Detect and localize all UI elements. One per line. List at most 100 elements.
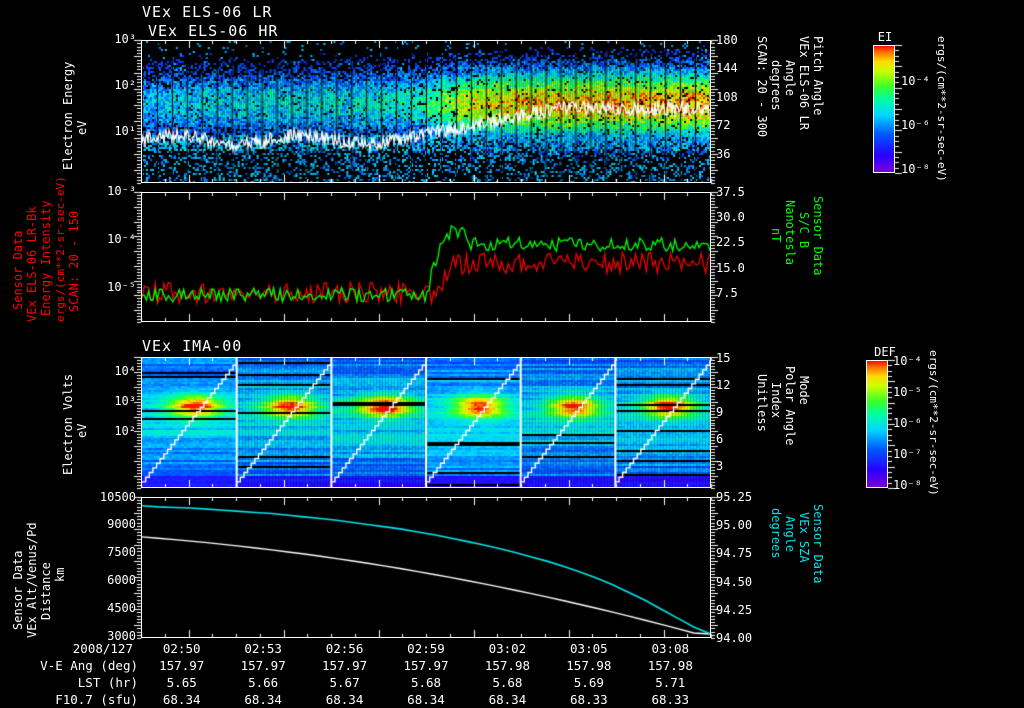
colorbar1-tick-1: 10⁻⁶	[901, 118, 930, 132]
panel4-left-axis-title-2: VEx Alt/Venus/Pd	[25, 522, 39, 638]
panel1-left-axis-title-1: Electron Energy	[61, 61, 75, 170]
panel2-ytick-2: 10⁻⁵	[107, 280, 136, 294]
time-axis-cell-2-0: 5.65	[166, 675, 197, 690]
panel1-right-axis-title-1: Pitch Angle	[811, 36, 825, 116]
panel-energy-magnetic-frame	[141, 192, 711, 322]
colorbar1-label: EI	[877, 30, 893, 44]
panel4-rtick-3: 94.50	[716, 575, 753, 589]
panel1-rtick-3: 72	[716, 118, 731, 132]
colorbar2-tick-1: 10⁻⁵	[893, 385, 922, 399]
time-axis-cell-1-3: 157.97	[403, 658, 449, 673]
panel3-right-axis-title-3: Index	[769, 382, 783, 419]
panel4-right-axis-title-2: VEx SZA	[797, 512, 811, 563]
time-axis-cell-2-4: 5.68	[492, 675, 523, 690]
time-axis-cell-2-5: 5.69	[573, 675, 604, 690]
panel4-rtick-1: 95.00	[716, 518, 753, 532]
panel4-ytick-1: 9000	[107, 517, 136, 531]
ima-spectrogram-canvas	[142, 358, 710, 487]
panel3-ytick-1: 10³	[114, 394, 136, 408]
panel2-right-axis-title-1: Sensor Data	[811, 196, 825, 276]
colorbar1-gradient	[874, 46, 894, 172]
panel1-ytick-1: 10²	[114, 78, 136, 92]
colorbar1	[873, 45, 895, 173]
panel3-rtick-2: 9	[716, 405, 724, 419]
time-axis-cell-0-0: 02:50	[162, 641, 201, 656]
panel-altitude-sza-frame	[141, 497, 711, 638]
colorbar1-tick-0: 10⁻⁴	[901, 74, 930, 88]
time-axis-row-label-3: F10.7 (sfu)	[55, 692, 138, 707]
panel2-rtick-2: 22.5	[716, 235, 745, 249]
time-axis-row-label-0: 2008/127	[72, 641, 133, 656]
panel1-title-lr: VEx ELS-06 LR	[142, 3, 273, 21]
panel3-rtick-3: 6	[716, 432, 724, 446]
panel2-rtick-3: 15.0	[716, 261, 745, 275]
panel2-left-axis-title-4: ergs/(cm**2-sr-sec-eV)	[54, 176, 67, 322]
panel4-ytick-0: 10500	[99, 490, 136, 504]
time-axis-cell-1-6: 157.98	[647, 658, 693, 673]
time-axis-row-label-2: LST (hr)	[77, 675, 138, 690]
panel2-rtick-0: 37.5	[716, 185, 745, 199]
colorbar2-gradient	[867, 361, 887, 487]
time-axis-cell-0-3: 02:59	[407, 641, 445, 656]
time-axis-row-label-1: V-E Ang (deg)	[40, 658, 138, 673]
panel4-right-axis-title-3: Angle	[783, 516, 797, 553]
panel4-right-axis-title-1: Sensor Data	[811, 504, 825, 584]
panel4-ytick-4: 4500	[107, 601, 136, 615]
panel3-right-axis-title-1: Mode	[797, 376, 811, 405]
panel2-right-axis-title-3: Nanotesla	[783, 200, 797, 266]
panel1-right-axis-title-3: Angle	[783, 60, 797, 97]
panel4-rtick-5: 94.00	[716, 631, 753, 645]
colorbar2-unit: ergs/(cm**2-sr-sec-eV)	[927, 350, 940, 496]
panel4-left-axis-title-3: Distance	[39, 562, 53, 620]
panel2-ytick-1: 10⁻⁴	[107, 232, 136, 246]
time-axis-cell-1-0: 157.97	[159, 658, 205, 673]
panel3-ytick-2: 10²	[114, 424, 136, 438]
panel2-left-axis-title-1: Sensor Data	[11, 230, 25, 310]
energy-magnetic-canvas	[142, 193, 710, 321]
time-axis-cell-3-4: 68.34	[488, 692, 527, 707]
time-axis-cell-2-3: 5.68	[410, 675, 442, 690]
colorbar2-tick-2: 10⁻⁶	[893, 416, 922, 430]
time-axis-cell-2-2: 5.67	[329, 675, 360, 690]
colorbar1-unit: ergs/(cm**2-sr-sec-eV)	[935, 36, 948, 182]
panel1-right-axis-title-2: VEx ELS-06 LR	[797, 36, 811, 130]
time-axis-cell-1-2: 157.97	[321, 658, 368, 673]
time-axis-cell-3-5: 68.33	[570, 692, 608, 707]
time-axis-cell-1-4: 157.98	[484, 658, 530, 673]
colorbar2-tick-0: 10⁻⁴	[893, 354, 922, 368]
panel4-rtick-0: 95.25	[716, 490, 753, 504]
panel2-left-axis-title-2: VEx ELS-06 LR-Bk	[25, 206, 39, 322]
panel2-right-axis-title-4: nT	[769, 228, 783, 243]
time-axis-cell-1-5: 157.98	[566, 658, 612, 673]
time-axis-cell-1-1: 157.97	[240, 658, 286, 673]
panel3-right-axis-title-4: Unitless	[755, 374, 769, 432]
time-axis-cell-2-6: 5.71	[655, 675, 686, 690]
panel1-rtick-1: 144	[716, 61, 738, 75]
panel1-rtick-2: 108	[716, 90, 738, 104]
time-axis-cell-0-5: 03:05	[570, 641, 608, 656]
panel1-ytick-2: 10¹	[114, 124, 136, 138]
panel4-rtick-2: 94.75	[716, 546, 753, 560]
panel3-left-axis-title-1: Electron Volts	[61, 373, 75, 475]
panel4-right-axis-title-4: degrees	[769, 508, 783, 559]
panel4-ytick-2: 7500	[107, 545, 136, 559]
panel1-title-hr: VEx ELS-06 HR	[148, 22, 279, 40]
panel3-right-axis-title-2: Polar Angle	[783, 366, 797, 446]
panel3-rtick-0: 15	[716, 351, 731, 365]
panel4-left-axis-title-1: Sensor Data	[11, 550, 25, 630]
time-axis-cell-0-1: 02:53	[244, 641, 282, 656]
panel-els-spectrogram-frame	[141, 40, 711, 183]
panel2-left-axis-title-5: SCAN: 20 - 150	[67, 210, 81, 312]
panel1-ytick-0: 10³	[114, 32, 136, 46]
panel3-title: VEx IMA-00	[142, 337, 243, 355]
time-axis-cell-3-0: 68.34	[162, 692, 201, 707]
time-axis-cell-0-2: 02:56	[325, 641, 364, 656]
panel1-right-axis-title-5: SCAN: 20 - 300	[755, 36, 769, 138]
panel2-rtick-4: 7.5	[716, 286, 738, 300]
panel3-rtick-4: 3	[716, 459, 724, 473]
panel3-ytick-0: 10⁴	[114, 364, 136, 378]
time-axis-cell-3-6: 68.33	[651, 692, 690, 707]
panel1-rtick-4: 36	[716, 147, 731, 161]
time-axis-cell-3-2: 68.34	[325, 692, 364, 707]
